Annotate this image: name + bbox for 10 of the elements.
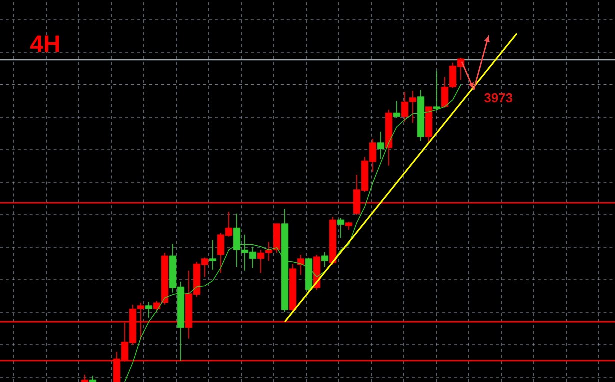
- chart-title: 4H: [30, 36, 60, 52]
- candlestick: [337, 218, 345, 239]
- candlestick: [145, 302, 153, 318]
- candlestick: [153, 300, 161, 312]
- annotation: 3973: [484, 93, 513, 103]
- candlestick: [393, 100, 401, 118]
- candlestick: [321, 252, 329, 268]
- candlestick: [377, 131, 385, 160]
- candlestick: [297, 254, 305, 276]
- candlestick: [209, 240, 217, 270]
